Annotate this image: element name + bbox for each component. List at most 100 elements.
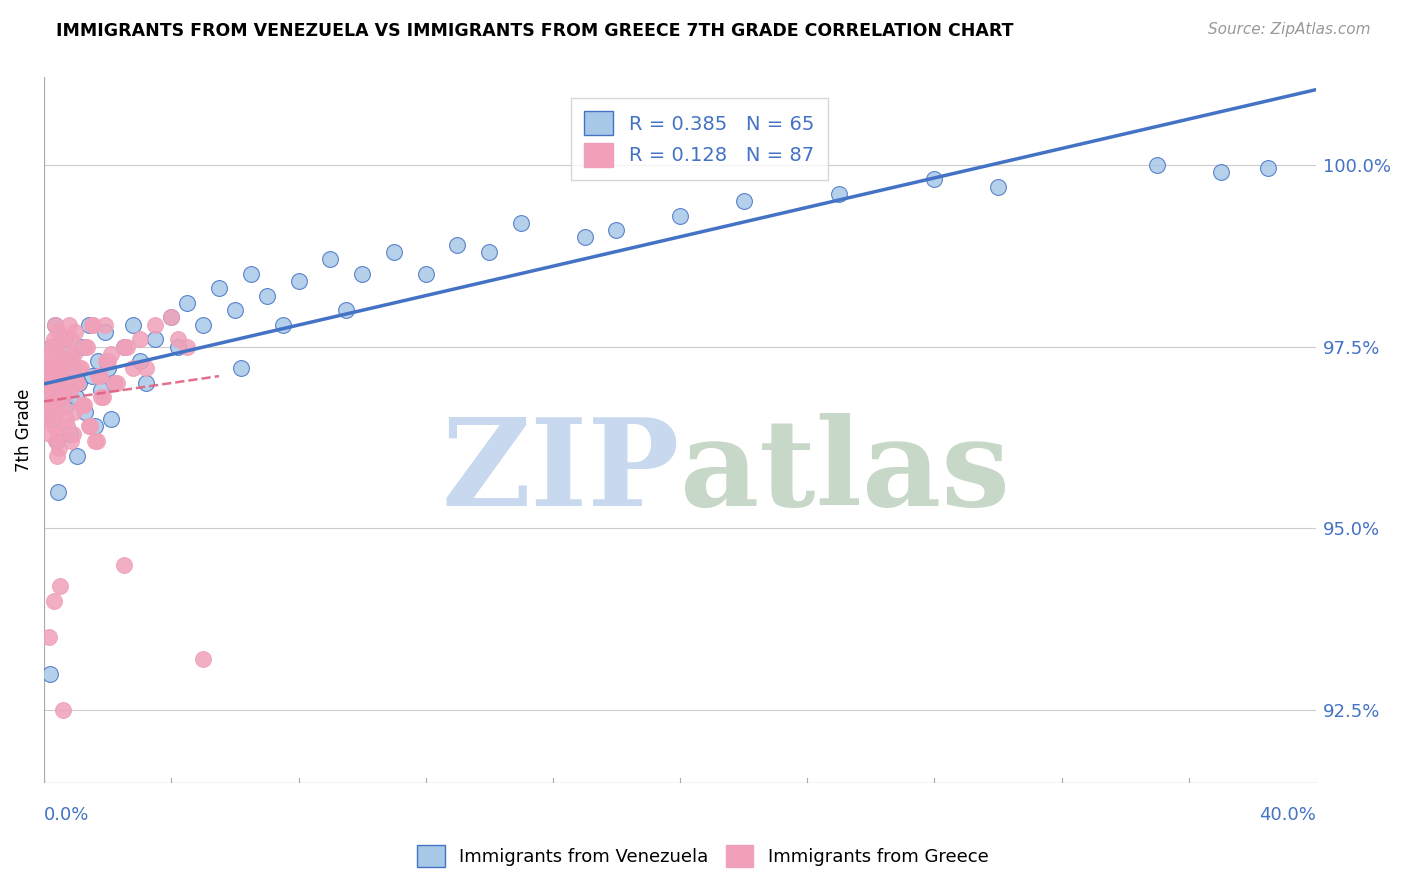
Point (89, 368, 111, 383)
Point (112, 339, 135, 353)
Point (90, 383, 112, 397)
Point (115, 339, 138, 353)
Point (73, 398, 96, 412)
Point (733, 194, 755, 208)
Point (42, 332, 65, 346)
Point (39, 339, 62, 353)
Point (72, 339, 94, 353)
Point (60, 347, 83, 361)
Point (37, 376, 59, 390)
Point (112, 339, 135, 353)
Point (39, 339, 62, 353)
Point (128, 332, 150, 346)
Point (41, 354, 63, 368)
Point (38, 426, 60, 441)
Point (42, 383, 65, 397)
Text: atlas: atlas (681, 414, 1010, 532)
Point (94, 354, 117, 368)
Point (53, 332, 76, 346)
Point (35, 376, 58, 390)
Point (52, 391, 75, 405)
Point (52, 354, 75, 368)
Point (987, 179, 1010, 194)
Point (45, 347, 67, 361)
Point (84, 419, 107, 434)
Point (160, 310, 183, 325)
Point (145, 318, 167, 332)
Point (67, 376, 90, 390)
Point (79, 419, 101, 434)
Point (75, 405, 97, 419)
Point (76, 339, 98, 353)
Point (160, 310, 183, 325)
Point (44, 318, 66, 332)
Point (58, 383, 80, 397)
Point (53, 368, 76, 383)
Point (37, 361, 59, 376)
Point (271, 318, 294, 332)
Point (69, 361, 91, 376)
Point (103, 376, 125, 390)
Legend: Immigrants from Venezuela, Immigrants from Greece: Immigrants from Venezuela, Immigrants fr… (411, 838, 995, 874)
Point (41, 412, 63, 426)
Point (51, 383, 73, 397)
Point (446, 237, 468, 252)
Point (55, 332, 77, 346)
Point (319, 252, 342, 267)
Point (44, 318, 66, 332)
Point (38, 368, 60, 383)
Point (65, 391, 87, 405)
Point (39, 398, 62, 412)
Point (51, 354, 73, 368)
Point (56, 347, 79, 361)
Point (39, 666, 62, 681)
Point (135, 376, 157, 390)
Point (191, 652, 214, 666)
Point (38, 391, 60, 405)
Point (38, 361, 60, 376)
Point (86, 434, 108, 448)
Point (287, 274, 309, 288)
Point (48, 442, 70, 456)
Point (100, 347, 122, 361)
Point (56, 354, 79, 368)
Point (382, 244, 405, 259)
Point (55, 398, 77, 412)
Point (87, 354, 110, 368)
Point (84, 434, 107, 448)
Point (145, 332, 167, 346)
Point (59, 434, 82, 448)
Point (35, 412, 58, 426)
Point (97, 354, 120, 368)
Point (1146, 158, 1168, 172)
Point (72, 398, 94, 412)
Text: Source: ZipAtlas.com: Source: ZipAtlas.com (1208, 22, 1371, 37)
Point (44, 419, 66, 434)
Point (46, 405, 69, 419)
Point (93, 318, 115, 332)
Point (49, 398, 72, 412)
Point (58, 426, 80, 441)
Legend: R = 0.385   N = 65, R = 0.128   N = 87: R = 0.385 N = 65, R = 0.128 N = 87 (571, 98, 828, 180)
Point (1257, 161, 1279, 176)
Point (828, 186, 851, 201)
Point (122, 361, 145, 376)
Point (335, 303, 357, 318)
Point (82, 318, 104, 332)
Point (103, 376, 125, 390)
Point (35, 412, 58, 426)
Point (224, 303, 246, 318)
Point (63, 347, 86, 361)
Point (176, 339, 198, 353)
Point (191, 318, 214, 332)
Point (60, 332, 83, 346)
Point (42, 594, 65, 608)
Point (112, 558, 135, 572)
Point (37, 391, 59, 405)
Text: ZIP: ZIP (441, 414, 681, 532)
Text: 40.0%: 40.0% (1260, 806, 1316, 824)
Text: 0.0%: 0.0% (44, 806, 90, 824)
Point (45, 434, 67, 448)
Point (478, 244, 501, 259)
Point (239, 267, 262, 281)
